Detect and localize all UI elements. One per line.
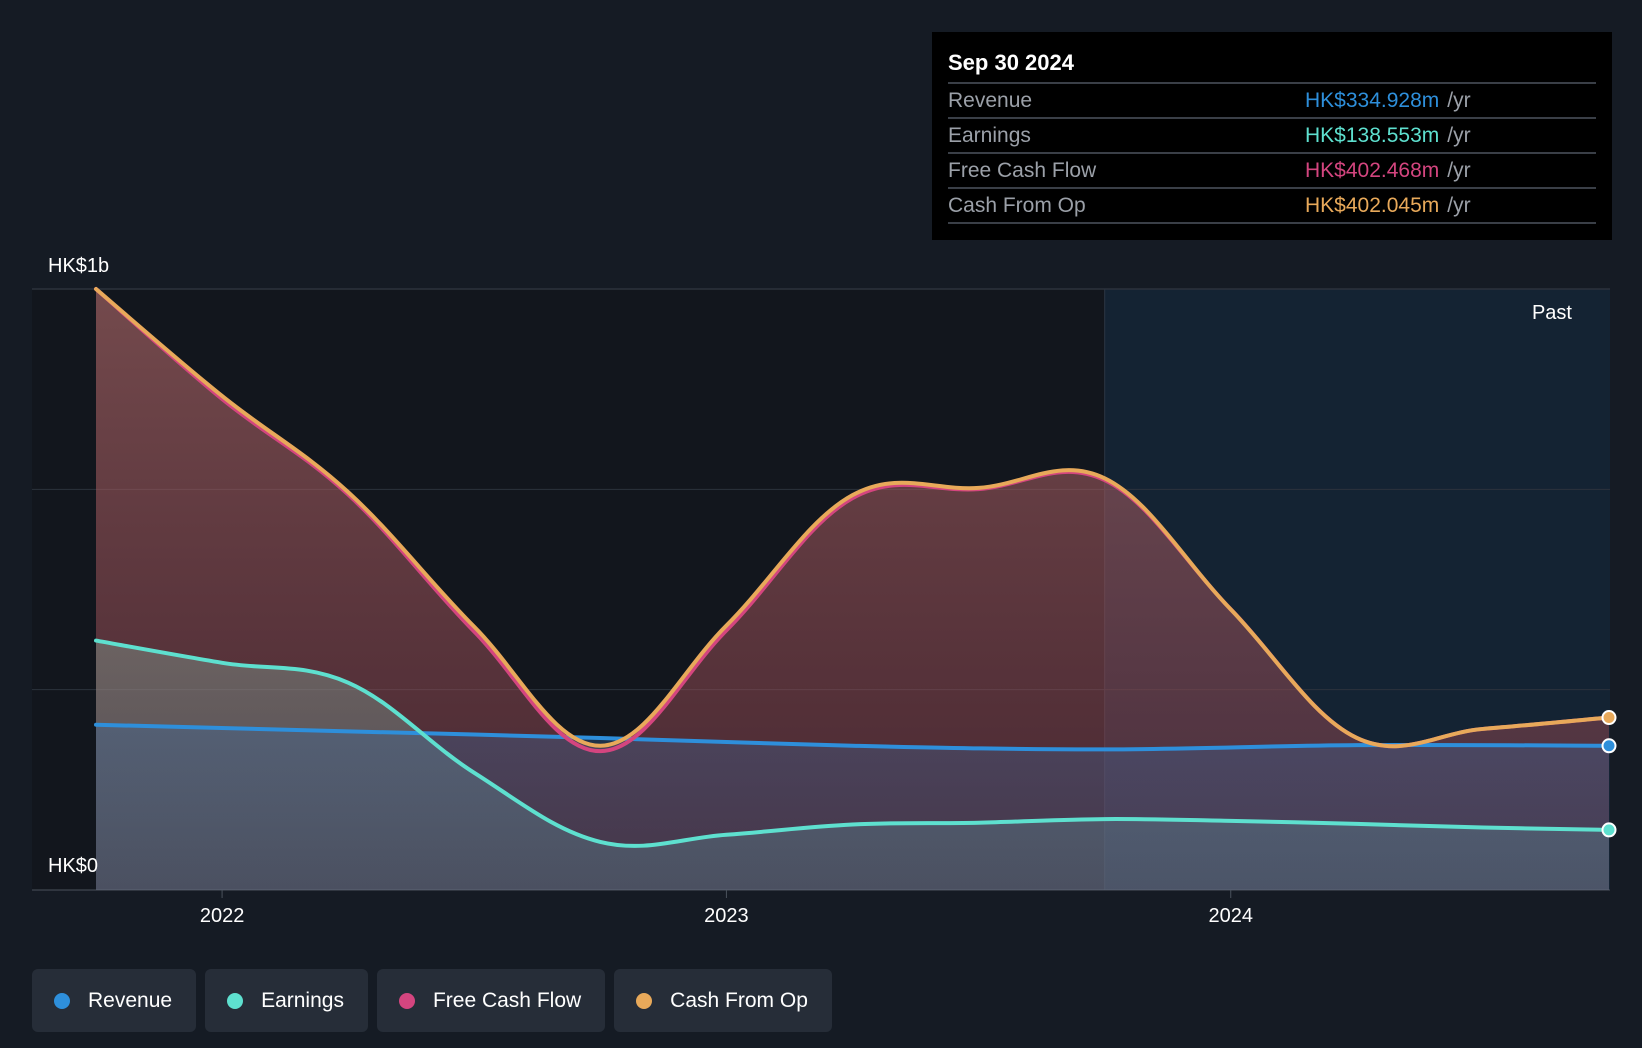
series-line-earnings [94, 638, 1611, 848]
tooltip-unit: /yr [1447, 194, 1471, 217]
end-point-earnings [1601, 822, 1617, 838]
legend-dot-icon [398, 992, 415, 1009]
legend-label: Earnings [261, 988, 344, 1012]
legend-item-revenue[interactable]: Revenue [32, 969, 197, 1032]
tooltip-row-free-cash-flow: Free Cash Flow HK$402.468m /yr [948, 154, 1596, 189]
past-label: Past [1532, 302, 1572, 324]
tooltip-value: HK$138.553m [1305, 124, 1440, 147]
tooltip-unit: /yr [1447, 89, 1471, 112]
tooltip-row-revenue: Revenue HK$334.928m /yr [948, 84, 1596, 119]
tooltip-label: Revenue [948, 89, 1033, 112]
legend-item-free-cash-flow[interactable]: Free Cash Flow [376, 969, 606, 1032]
tooltip-unit: /yr [1447, 124, 1471, 147]
tooltip-unit: /yr [1447, 159, 1471, 182]
y-axis-bottom-label: HK$0 [48, 855, 98, 877]
end-point-revenue [1601, 738, 1617, 754]
legend-dot-icon [227, 992, 244, 1009]
legend-dot-icon [54, 992, 70, 1009]
tooltip-value: HK$402.468m [1305, 159, 1440, 182]
tooltip-label: Free Cash Flow [948, 159, 1097, 182]
legend-label: Free Cash Flow [432, 988, 582, 1012]
tooltip-value: HK$334.928m [1305, 89, 1440, 112]
tooltip-value: HK$402.045m [1305, 194, 1440, 217]
tooltip-label: Cash From Op [948, 194, 1086, 217]
tooltip-label: Earnings [948, 124, 1031, 147]
x-tick-label: 2022 [200, 905, 245, 927]
tooltip-row-cash-from-op: Cash From Op HK$402.045m /yr [948, 189, 1596, 224]
legend-dot-icon [636, 992, 653, 1009]
tooltip-row-earnings: Earnings HK$138.553m /yr [948, 119, 1596, 154]
series-line-revenue [94, 722, 1611, 752]
area-revenue [96, 724, 1609, 890]
tooltip-date: Sep 30 2024 [948, 46, 1596, 84]
x-tick-label: 2023 [704, 905, 749, 927]
series-line-cash-from-op [94, 287, 1611, 749]
y-axis-top-label: HK$1b [48, 255, 109, 277]
legend-label: Revenue [88, 988, 173, 1012]
chart: HK$1b HK$0 Past 2022 2023 2024 [32, 255, 1617, 927]
legend: Revenue Earnings Free Cash Flow Cash Fro… [32, 969, 832, 1032]
x-tick-label: 2024 [1209, 905, 1254, 927]
legend-item-cash-from-op[interactable]: Cash From Op [614, 969, 832, 1032]
tooltip-panel: Sep 30 2024 Revenue HK$334.928m /yr Earn… [932, 32, 1612, 240]
legend-item-earnings[interactable]: Earnings [205, 969, 368, 1032]
legend-label: Cash From Op [670, 988, 808, 1012]
end-point-cash-from-op [1601, 710, 1617, 726]
